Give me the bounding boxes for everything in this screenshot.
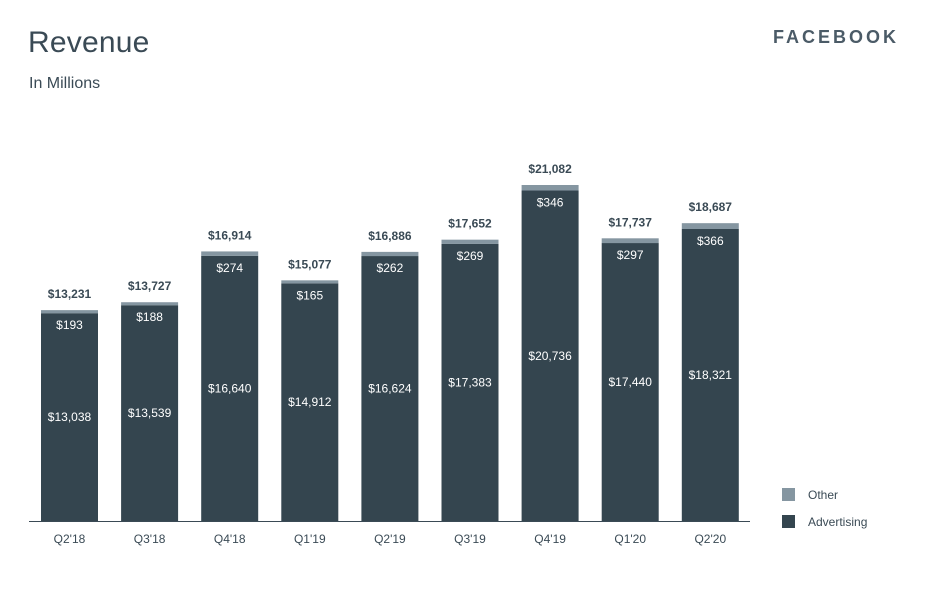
data-label-total: $21,082 — [528, 162, 572, 176]
bar-other — [361, 251, 419, 257]
bar-advertising — [201, 255, 259, 521]
data-label-other: $366 — [697, 234, 724, 248]
data-label-total: $16,914 — [208, 228, 252, 242]
legend-swatch-other — [782, 488, 795, 501]
data-label-other: $346 — [537, 196, 564, 210]
x-tick-label: Q2'20 — [694, 532, 726, 546]
chart-title: Revenue — [28, 26, 150, 59]
x-tick-label: Q1'20 — [614, 532, 646, 546]
x-tick-label: Q2'19 — [374, 532, 406, 546]
data-label-total: $16,886 — [368, 229, 412, 243]
chart-subtitle: In Millions — [29, 75, 101, 92]
x-tick-label: Q1'19 — [294, 532, 326, 546]
legend: Other Advertising — [782, 481, 867, 535]
legend-label-other: Other — [808, 487, 839, 502]
x-tick-label: Q2'18 — [54, 532, 86, 546]
data-label-total: $18,687 — [689, 200, 733, 214]
bar-other — [121, 302, 179, 306]
bar-other — [601, 238, 659, 244]
bar-advertising — [521, 190, 579, 521]
data-label-other: $188 — [136, 310, 163, 324]
bar-advertising — [681, 229, 739, 521]
data-label-advertising: $20,736 — [528, 349, 572, 363]
bar-advertising — [441, 243, 499, 521]
data-label-advertising: $16,640 — [208, 381, 252, 395]
data-label-total: $13,231 — [48, 287, 92, 301]
legend-item-advertising: Advertising — [782, 508, 867, 535]
data-label-advertising: $13,539 — [128, 406, 172, 420]
bar-advertising — [41, 313, 98, 521]
data-label-advertising: $14,912 — [288, 395, 332, 409]
bar-advertising — [281, 283, 339, 521]
brand-logo: FACEBOOK — [772, 27, 899, 47]
data-label-total: $13,727 — [128, 279, 172, 293]
data-label-other: $262 — [377, 261, 404, 275]
x-tick-label: Q3'19 — [454, 532, 486, 546]
bar-other — [281, 280, 339, 284]
data-label-advertising: $17,440 — [609, 375, 653, 389]
data-label-total: $17,652 — [448, 217, 492, 231]
x-tick-label: Q3'18 — [134, 532, 166, 546]
data-label-other: $165 — [296, 288, 323, 302]
bar-other — [41, 310, 98, 314]
bar-advertising — [601, 243, 659, 521]
data-label-other: $269 — [457, 249, 484, 263]
bar-other — [441, 239, 499, 244]
x-tick-label: Q4'18 — [214, 532, 246, 546]
data-label-advertising: $17,383 — [448, 375, 492, 389]
data-label-advertising: $18,321 — [689, 368, 733, 382]
data-label-other: $193 — [56, 318, 83, 332]
data-label-total: $17,737 — [609, 215, 653, 229]
x-tick-label: Q4'19 — [534, 532, 566, 546]
legend-item-other: Other — [782, 481, 867, 508]
bar-other — [521, 185, 579, 191]
bar-advertising — [361, 256, 419, 521]
data-label-advertising: $16,624 — [368, 382, 412, 396]
data-label-other: $274 — [216, 261, 243, 275]
legend-label-advertising: Advertising — [808, 514, 868, 529]
data-label-total: $15,077 — [288, 257, 332, 271]
bar-other — [201, 251, 259, 256]
legend-swatch-advertising — [782, 515, 795, 528]
data-label-advertising: $13,038 — [48, 410, 92, 424]
bar-advertising — [121, 305, 179, 521]
bar-other — [681, 223, 739, 230]
data-label-other: $297 — [617, 248, 644, 262]
